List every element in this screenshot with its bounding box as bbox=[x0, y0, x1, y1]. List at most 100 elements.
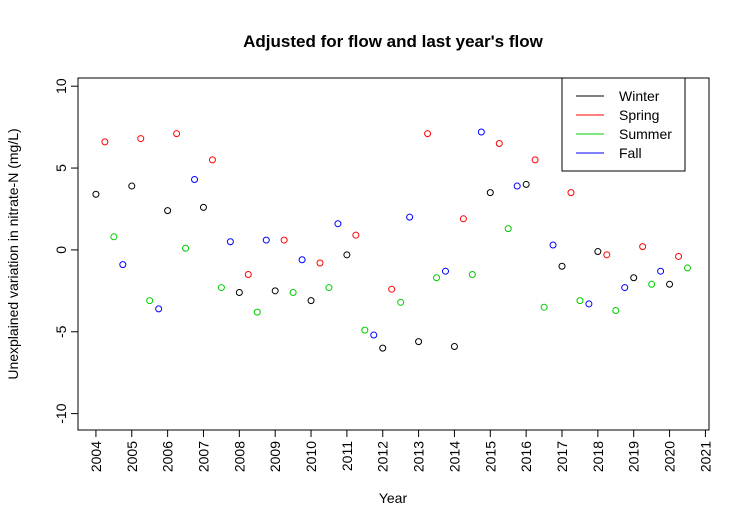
data-point bbox=[621, 284, 629, 292]
x-tick-label: 2017 bbox=[554, 441, 570, 472]
data-point bbox=[450, 343, 458, 351]
data-point bbox=[370, 331, 378, 339]
data-point bbox=[540, 303, 548, 311]
data-point bbox=[603, 251, 611, 259]
x-tick-label: 2020 bbox=[662, 441, 678, 472]
data-point bbox=[92, 190, 100, 198]
data-point bbox=[146, 297, 154, 305]
data-point bbox=[110, 233, 118, 241]
x-tick-label: 2010 bbox=[303, 441, 319, 472]
x-tick-label: 2016 bbox=[518, 441, 534, 472]
data-point bbox=[289, 288, 297, 296]
data-point bbox=[334, 220, 342, 228]
x-tick-label: 2018 bbox=[590, 441, 606, 472]
data-point bbox=[648, 280, 656, 288]
data-point bbox=[558, 262, 566, 270]
data-point bbox=[325, 284, 333, 292]
data-point bbox=[675, 252, 683, 260]
data-point bbox=[513, 182, 521, 190]
data-point bbox=[504, 225, 512, 233]
data-point bbox=[576, 297, 584, 305]
data-point bbox=[567, 189, 575, 197]
data-point bbox=[262, 236, 270, 244]
legend-label: Spring bbox=[619, 107, 659, 123]
x-tick-label: 2014 bbox=[446, 441, 462, 472]
data-point bbox=[191, 176, 199, 184]
x-tick-label: 2012 bbox=[375, 441, 391, 472]
data-point bbox=[666, 280, 674, 288]
data-point bbox=[585, 300, 593, 308]
data-point bbox=[459, 215, 467, 223]
x-tick-label: 2009 bbox=[267, 441, 283, 472]
data-point bbox=[101, 138, 109, 146]
x-tick-label: 2021 bbox=[697, 441, 713, 472]
y-tick-label: 0 bbox=[53, 246, 69, 254]
x-tick-label: 2011 bbox=[339, 441, 355, 471]
chart-title: Adjusted for flow and last year's flow bbox=[243, 32, 543, 51]
data-point bbox=[280, 236, 288, 244]
data-point bbox=[612, 306, 620, 314]
series-winter bbox=[92, 180, 674, 352]
data-point bbox=[549, 241, 557, 249]
data-point bbox=[155, 305, 163, 313]
data-point bbox=[244, 270, 252, 278]
x-tick-label: 2007 bbox=[195, 441, 211, 472]
legend-item-winter: Winter bbox=[576, 88, 660, 104]
data-point bbox=[379, 344, 387, 352]
data-point bbox=[639, 243, 647, 251]
legend-item-summer: Summer bbox=[576, 126, 672, 142]
y-tick-label: -10 bbox=[53, 403, 69, 423]
legend-label: Winter bbox=[619, 88, 660, 104]
data-point bbox=[683, 264, 691, 272]
data-point bbox=[164, 207, 172, 215]
y-tick-label: 10 bbox=[53, 78, 69, 94]
x-tick-label: 2015 bbox=[482, 441, 498, 472]
data-point bbox=[199, 203, 207, 211]
data-point bbox=[128, 182, 136, 190]
data-point bbox=[226, 238, 234, 246]
x-tick-label: 2006 bbox=[160, 441, 176, 472]
series-fall bbox=[119, 128, 665, 339]
data-point bbox=[397, 298, 405, 306]
data-point bbox=[217, 284, 225, 292]
data-point bbox=[271, 287, 279, 295]
data-point bbox=[594, 248, 602, 256]
data-point bbox=[253, 308, 261, 316]
data-point bbox=[361, 326, 369, 334]
data-point bbox=[173, 130, 181, 138]
data-point bbox=[433, 274, 441, 282]
data-points bbox=[92, 128, 691, 352]
data-point bbox=[406, 213, 414, 221]
data-point bbox=[424, 130, 432, 138]
series-spring bbox=[101, 130, 683, 293]
data-point bbox=[208, 156, 216, 164]
data-point bbox=[235, 288, 243, 296]
y-axis-label: Unexplained variation in nitrate-N (mg/L… bbox=[5, 128, 21, 379]
data-point bbox=[388, 285, 396, 293]
data-point bbox=[415, 338, 423, 346]
data-point bbox=[522, 180, 530, 188]
legend-item-fall: Fall bbox=[576, 145, 642, 161]
x-tick-label: 2005 bbox=[124, 441, 140, 472]
data-point bbox=[182, 244, 190, 252]
y-tick-label: -5 bbox=[53, 325, 69, 338]
x-tick-label: 2019 bbox=[626, 441, 642, 472]
y-axis: -10 -5 0 5 10 bbox=[53, 78, 78, 424]
x-axis: 2004 2005 2006 2007 2008 2009 2010 2011 2012 2013… bbox=[88, 430, 713, 472]
x-tick-label: 2004 bbox=[88, 441, 104, 472]
data-point bbox=[495, 139, 503, 147]
data-point bbox=[468, 270, 476, 278]
plot-frame bbox=[77, 77, 710, 431]
legend-box bbox=[561, 77, 686, 172]
data-point bbox=[630, 274, 638, 282]
x-tick-label: 2013 bbox=[411, 441, 427, 472]
data-point bbox=[307, 297, 315, 305]
x-axis-label: Year bbox=[379, 490, 408, 506]
data-point bbox=[477, 128, 485, 136]
data-point bbox=[137, 135, 145, 143]
data-point bbox=[119, 261, 127, 269]
data-point bbox=[352, 231, 360, 239]
data-point bbox=[343, 251, 351, 259]
legend-item-spring: Spring bbox=[576, 107, 659, 123]
